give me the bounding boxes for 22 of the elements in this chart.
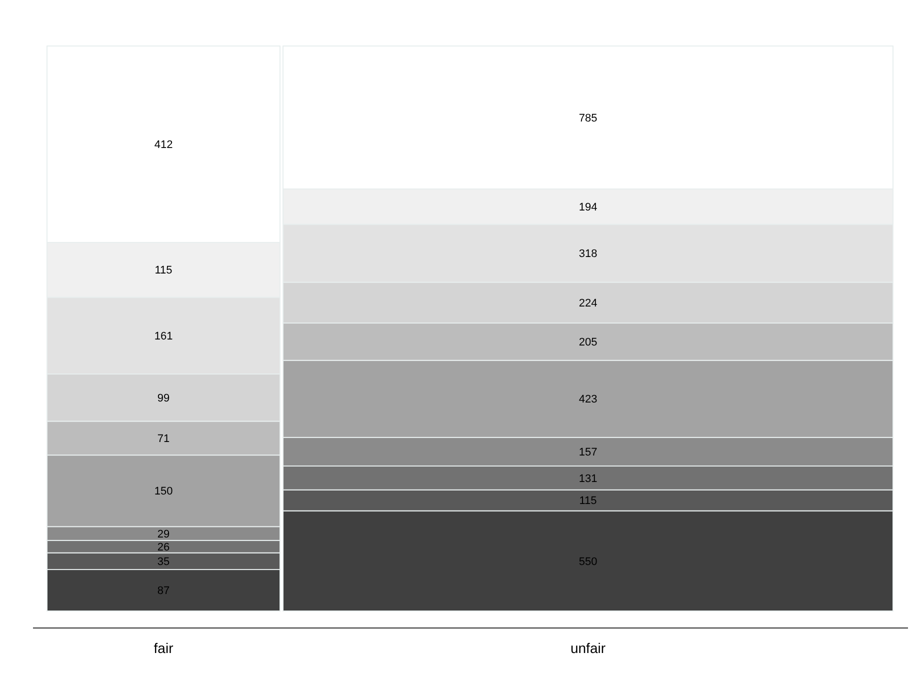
data-label: 423 bbox=[578, 394, 598, 406]
data-label: 194 bbox=[578, 202, 598, 214]
data-label: 785 bbox=[578, 112, 598, 124]
category-label: fair bbox=[154, 640, 174, 656]
data-label: 161 bbox=[154, 330, 173, 342]
data-label: 205 bbox=[578, 336, 598, 349]
data-label: 26 bbox=[157, 541, 170, 554]
data-label: 99 bbox=[157, 392, 170, 404]
data-label: 29 bbox=[157, 528, 170, 540]
data-label: 224 bbox=[578, 297, 598, 310]
data-label: 115 bbox=[154, 264, 172, 277]
category-label: unfair bbox=[570, 640, 606, 656]
data-label: 71 bbox=[157, 433, 170, 446]
data-label: 87 bbox=[157, 585, 170, 598]
data-label: 318 bbox=[578, 248, 598, 260]
data-label: 131 bbox=[578, 472, 598, 485]
data-label: 412 bbox=[154, 139, 173, 152]
data-label: 115 bbox=[579, 495, 597, 508]
data-label: 157 bbox=[578, 446, 598, 459]
data-label: 35 bbox=[157, 556, 170, 568]
data-label: 550 bbox=[578, 556, 598, 568]
data-label: 150 bbox=[154, 486, 173, 498]
